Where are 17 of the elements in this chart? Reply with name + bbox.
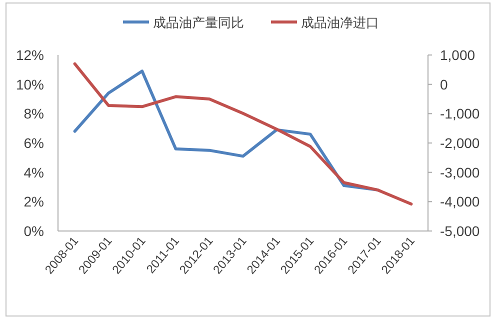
legend-label: 成品油净进口: [301, 15, 379, 30]
y-tick-label: 0%: [24, 223, 44, 239]
y-tick-label: 12%: [16, 47, 44, 63]
y2-tick-label: 1,000: [440, 47, 476, 63]
y-tick-label: 4%: [24, 164, 44, 180]
y2-tick-label: -4,000: [440, 194, 480, 210]
y2-tick-label: 0: [440, 76, 448, 92]
y-tick-label: 6%: [24, 135, 44, 151]
y2-tick-label: -2,000: [440, 135, 480, 151]
y2-tick-label: -5,000: [440, 223, 480, 239]
y2-tick-label: -3,000: [440, 164, 480, 180]
y-tick-label: 8%: [24, 106, 44, 122]
legend-label: 成品油产量同比: [153, 15, 244, 30]
y-tick-label: 2%: [24, 194, 44, 210]
line-series: [73, 62, 413, 206]
y-tick-label: 10%: [16, 76, 44, 92]
y2-tick-label: -1,000: [440, 106, 480, 122]
